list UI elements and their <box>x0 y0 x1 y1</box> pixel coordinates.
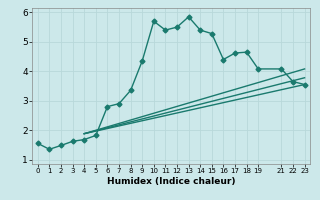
X-axis label: Humidex (Indice chaleur): Humidex (Indice chaleur) <box>107 177 236 186</box>
